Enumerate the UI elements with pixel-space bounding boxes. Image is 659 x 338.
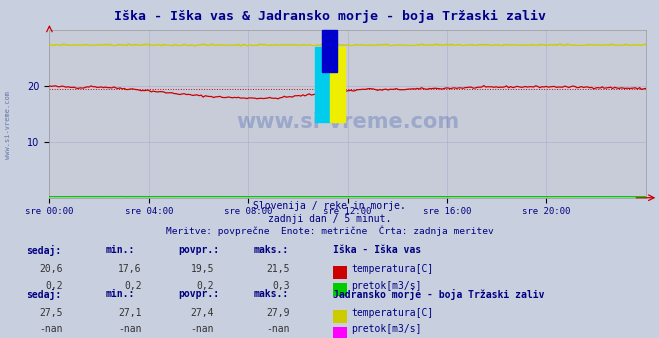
Bar xyxy=(315,47,330,122)
Text: min.:: min.: xyxy=(105,245,135,255)
Text: -nan: -nan xyxy=(118,324,142,335)
Text: www.si-vreme.com: www.si-vreme.com xyxy=(236,113,459,132)
Text: www.si-vreme.com: www.si-vreme.com xyxy=(5,91,11,159)
Text: povpr.:: povpr.: xyxy=(178,289,219,299)
Text: sedaj:: sedaj: xyxy=(26,289,61,300)
Text: temperatura[C]: temperatura[C] xyxy=(351,308,434,318)
Text: maks.:: maks.: xyxy=(254,245,289,255)
Text: Meritve: povprečne  Enote: metrične  Črta: zadnja meritev: Meritve: povprečne Enote: metrične Črta:… xyxy=(165,226,494,236)
Text: sedaj:: sedaj: xyxy=(26,245,61,256)
Text: povpr.:: povpr.: xyxy=(178,245,219,255)
Text: zadnji dan / 5 minut.: zadnji dan / 5 minut. xyxy=(268,214,391,224)
Text: Slovenija / reke in morje.: Slovenija / reke in morje. xyxy=(253,201,406,211)
Text: min.:: min.: xyxy=(105,289,135,299)
Text: 27,5: 27,5 xyxy=(39,308,63,318)
Text: 19,5: 19,5 xyxy=(190,264,214,274)
Text: 0,2: 0,2 xyxy=(124,281,142,291)
Text: 27,1: 27,1 xyxy=(118,308,142,318)
Bar xyxy=(322,30,337,72)
Text: temperatura[C]: temperatura[C] xyxy=(351,264,434,274)
Text: maks.:: maks.: xyxy=(254,289,289,299)
Text: Jadransko morje - boja Tržaski zaliv: Jadransko morje - boja Tržaski zaliv xyxy=(333,289,544,300)
Text: 27,4: 27,4 xyxy=(190,308,214,318)
Text: pretok[m3/s]: pretok[m3/s] xyxy=(351,281,422,291)
Text: pretok[m3/s]: pretok[m3/s] xyxy=(351,324,422,335)
Text: 0,2: 0,2 xyxy=(196,281,214,291)
Text: -nan: -nan xyxy=(266,324,290,335)
Text: 21,5: 21,5 xyxy=(266,264,290,274)
Text: Iška - Iška vas: Iška - Iška vas xyxy=(333,245,421,255)
Text: 0,3: 0,3 xyxy=(272,281,290,291)
Text: Iška - Iška vas & Jadransko morje - boja Tržaski zaliv: Iška - Iška vas & Jadransko morje - boja… xyxy=(113,10,546,23)
Text: 17,6: 17,6 xyxy=(118,264,142,274)
Text: -nan: -nan xyxy=(39,324,63,335)
Text: 20,6: 20,6 xyxy=(39,264,63,274)
Bar xyxy=(330,47,345,122)
Text: 0,2: 0,2 xyxy=(45,281,63,291)
Text: 27,9: 27,9 xyxy=(266,308,290,318)
Text: -nan: -nan xyxy=(190,324,214,335)
